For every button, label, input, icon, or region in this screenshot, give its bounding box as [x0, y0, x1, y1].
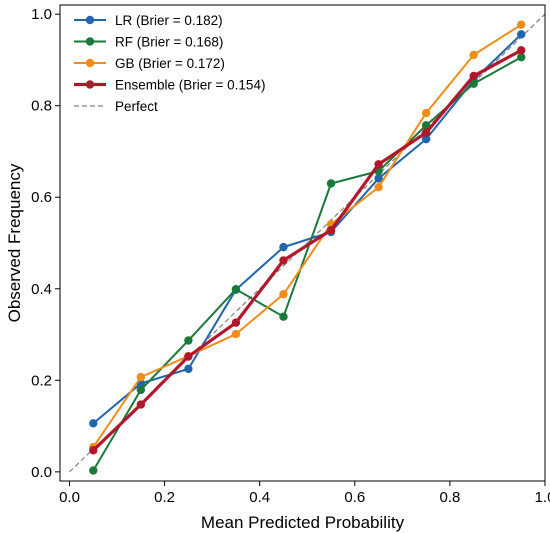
x-tick-label: 0.8: [439, 489, 460, 506]
legend-label: Ensemble (Brier = 0.154): [115, 78, 265, 93]
legend-label: LR (Brier = 0.182): [115, 13, 223, 28]
series-line-1: [92, 56, 522, 471]
data-point: [89, 419, 98, 428]
data-point: [374, 182, 383, 192]
legend-label: GB (Brier = 0.172): [115, 56, 225, 71]
series-line-0: [92, 33, 522, 425]
data-point: [517, 46, 526, 55]
legend-marker: [85, 80, 95, 89]
y-tick-label: 0.2: [31, 372, 52, 389]
data-point: [326, 225, 336, 235]
data-point: [421, 128, 431, 137]
data-point: [421, 121, 431, 130]
legend-marker: [85, 15, 95, 25]
data-point: [517, 52, 526, 62]
series-line-perfect: [69, 13, 546, 473]
data-point: [469, 71, 478, 81]
x-axis-title: Mean Predicted Probability: [201, 513, 405, 532]
legend-label: Perfect: [115, 99, 158, 114]
plot-area: [69, 13, 546, 475]
data-point: [136, 400, 146, 409]
y-tick-label: 0.0: [31, 464, 52, 481]
legend-marker: [85, 58, 95, 68]
data-point: [517, 30, 526, 39]
series-line-2: [92, 23, 522, 448]
data-point: [184, 352, 193, 361]
x-tick-label: 0.4: [249, 489, 270, 506]
y-tick-label: 0.6: [31, 189, 52, 206]
x-tick-label: 0.2: [154, 489, 175, 506]
data-point: [136, 372, 146, 382]
legend: LR (Brier = 0.182) RF (Brier = 0.168) GB (…: [74, 13, 265, 114]
data-point: [231, 285, 241, 294]
data-point: [231, 318, 241, 327]
data-point: [517, 20, 526, 29]
data-point: [136, 385, 146, 395]
data-point: [279, 256, 288, 265]
data-point: [421, 134, 431, 144]
data-point: [326, 179, 336, 188]
data-point: [279, 312, 288, 321]
y-tick-label: 0.8: [31, 98, 52, 115]
data-point: [231, 329, 241, 339]
data-point: [469, 50, 478, 60]
legend-label: RF (Brier = 0.168): [115, 35, 223, 50]
axes: 0.0 0.2 0.4 0.6 0.8 1.0 0.0 0.2 0.4 0.6 0.8 1.0: [31, 4, 550, 506]
y-tick-label: 1.0: [31, 6, 52, 23]
data-point: [184, 364, 193, 374]
data-point: [89, 466, 98, 475]
data-point: [374, 160, 383, 169]
y-tick-label: 0.4: [31, 281, 52, 298]
y-axis-title: Observed Frequency: [5, 163, 24, 322]
data-point: [469, 79, 478, 88]
data-point: [374, 174, 383, 183]
data-point: [421, 108, 431, 118]
x-tick-label: 1.0: [535, 489, 550, 506]
series-line-3: [92, 48, 522, 452]
data-point: [279, 290, 288, 299]
plot-frame: [59, 4, 546, 482]
data-point: [89, 446, 98, 455]
data-point: [184, 336, 193, 345]
x-tick-label: 0.6: [344, 489, 365, 506]
x-tick-label: 0.0: [59, 489, 80, 506]
data-point: [279, 242, 288, 252]
legend-marker: [85, 37, 95, 46]
